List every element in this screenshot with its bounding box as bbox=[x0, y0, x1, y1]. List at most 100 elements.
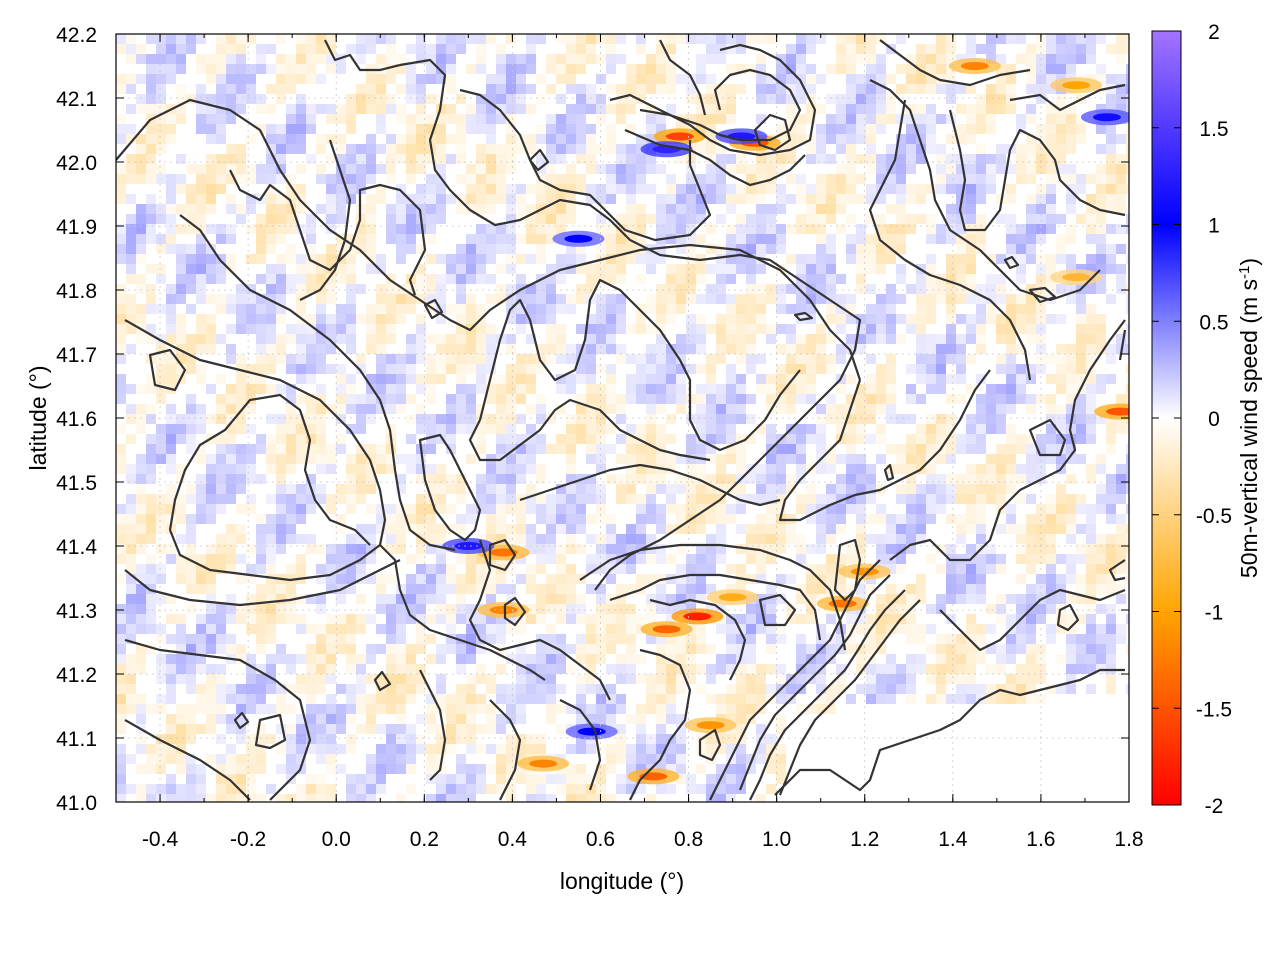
heat-cell bbox=[776, 404, 786, 414]
heat-cell bbox=[136, 504, 146, 514]
heat-cell bbox=[386, 684, 396, 694]
heat-cell bbox=[706, 474, 716, 484]
heat-cell bbox=[156, 204, 166, 214]
heat-cell bbox=[426, 384, 436, 394]
heat-cell bbox=[776, 234, 786, 244]
heat-cell bbox=[936, 174, 946, 184]
heat-cell bbox=[1076, 544, 1086, 554]
heat-cell bbox=[556, 564, 566, 574]
heat-cell bbox=[756, 314, 766, 324]
heat-cell bbox=[786, 364, 796, 374]
heat-cell bbox=[476, 444, 486, 454]
heat-cell bbox=[896, 234, 906, 244]
heat-cell bbox=[1116, 554, 1126, 564]
heat-cell bbox=[496, 244, 506, 254]
heat-cell bbox=[266, 564, 276, 574]
heat-cell bbox=[306, 674, 316, 684]
heat-cell bbox=[256, 614, 266, 624]
heat-cell bbox=[636, 724, 646, 734]
heat-cell bbox=[266, 604, 276, 614]
heat-cell bbox=[266, 104, 276, 114]
heat-cell bbox=[746, 304, 756, 314]
heat-cell bbox=[546, 634, 556, 644]
heat-cell bbox=[806, 114, 816, 124]
heat-cell bbox=[426, 444, 436, 454]
heat-cell bbox=[316, 264, 326, 274]
heat-cell bbox=[1046, 84, 1056, 94]
heat-cell bbox=[1046, 124, 1056, 134]
heat-cell bbox=[426, 424, 436, 434]
heat-cell bbox=[826, 254, 836, 264]
heat-cell bbox=[546, 494, 556, 504]
heat-cell bbox=[716, 534, 726, 544]
heat-cell bbox=[986, 484, 996, 494]
heat-cell bbox=[1086, 614, 1096, 624]
heat-cell bbox=[336, 544, 346, 554]
heat-cell bbox=[866, 134, 876, 144]
heat-cell bbox=[766, 634, 776, 644]
heat-cell bbox=[936, 644, 946, 654]
heat-cell bbox=[316, 44, 326, 54]
heat-cell bbox=[776, 444, 786, 454]
heat-cell bbox=[896, 294, 906, 304]
heat-cell bbox=[946, 94, 956, 104]
heat-cell bbox=[586, 184, 596, 194]
heat-cell bbox=[526, 104, 536, 114]
heat-cell bbox=[726, 714, 736, 724]
heat-cell bbox=[706, 134, 716, 144]
heat-cell bbox=[946, 544, 956, 554]
heat-cell bbox=[786, 44, 796, 54]
heat-cell bbox=[686, 204, 696, 214]
heat-cell bbox=[196, 244, 206, 254]
heat-cell bbox=[356, 424, 366, 434]
heat-cell bbox=[216, 454, 226, 464]
heat-cell bbox=[746, 184, 756, 194]
heat-cell bbox=[866, 404, 876, 414]
heat-cell bbox=[1056, 414, 1066, 424]
heat-cell bbox=[1106, 104, 1116, 114]
heat-cell bbox=[366, 344, 376, 354]
heat-cell bbox=[976, 344, 986, 354]
heat-cell bbox=[616, 104, 626, 114]
heat-cell bbox=[656, 694, 666, 704]
heat-cell bbox=[176, 314, 186, 324]
heat-cell bbox=[976, 594, 986, 604]
heat-cell bbox=[636, 164, 646, 174]
heat-cell bbox=[176, 534, 186, 544]
heat-cell bbox=[1116, 184, 1126, 194]
heat-cell bbox=[746, 574, 756, 584]
heat-cell bbox=[886, 184, 896, 194]
heat-cell bbox=[356, 444, 366, 454]
heat-cell bbox=[1006, 644, 1016, 654]
heat-cell bbox=[146, 124, 156, 134]
heat-cell bbox=[1046, 194, 1056, 204]
heat-cell bbox=[1046, 354, 1056, 364]
heat-cell bbox=[156, 624, 166, 634]
heat-cell bbox=[746, 694, 756, 704]
heat-cell bbox=[666, 184, 676, 194]
heat-cell bbox=[726, 324, 736, 334]
heat-cell bbox=[676, 244, 686, 254]
heat-cell bbox=[366, 614, 376, 624]
heat-cell bbox=[876, 154, 886, 164]
heat-cell bbox=[236, 454, 246, 464]
heat-cell bbox=[586, 34, 596, 44]
heat-cell bbox=[796, 644, 806, 654]
heat-cell bbox=[886, 624, 896, 634]
heat-cell bbox=[196, 474, 206, 484]
heat-cell bbox=[1116, 394, 1126, 404]
heat-cell bbox=[466, 104, 476, 114]
heat-cell bbox=[526, 204, 536, 214]
heat-cell bbox=[406, 44, 416, 54]
heat-cell bbox=[266, 554, 276, 564]
heat-cell bbox=[946, 234, 956, 244]
heat-cell bbox=[426, 114, 436, 124]
heat-cell bbox=[406, 114, 416, 124]
heat-cell bbox=[1126, 444, 1129, 454]
heat-cell bbox=[936, 694, 946, 704]
heat-cell bbox=[1096, 224, 1106, 234]
heat-cell bbox=[556, 444, 566, 454]
heat-cell bbox=[686, 194, 696, 204]
heat-cell bbox=[246, 704, 256, 714]
heat-cell bbox=[896, 524, 906, 534]
